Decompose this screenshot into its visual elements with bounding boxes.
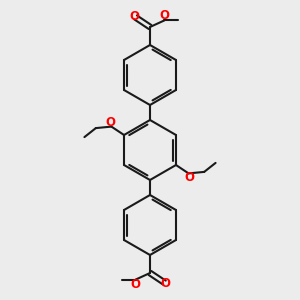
Text: O: O [160,9,170,22]
Text: O: O [160,277,171,290]
Text: O: O [185,171,195,184]
Text: O: O [105,116,115,129]
Text: O: O [130,278,140,291]
Text: O: O [129,10,140,23]
